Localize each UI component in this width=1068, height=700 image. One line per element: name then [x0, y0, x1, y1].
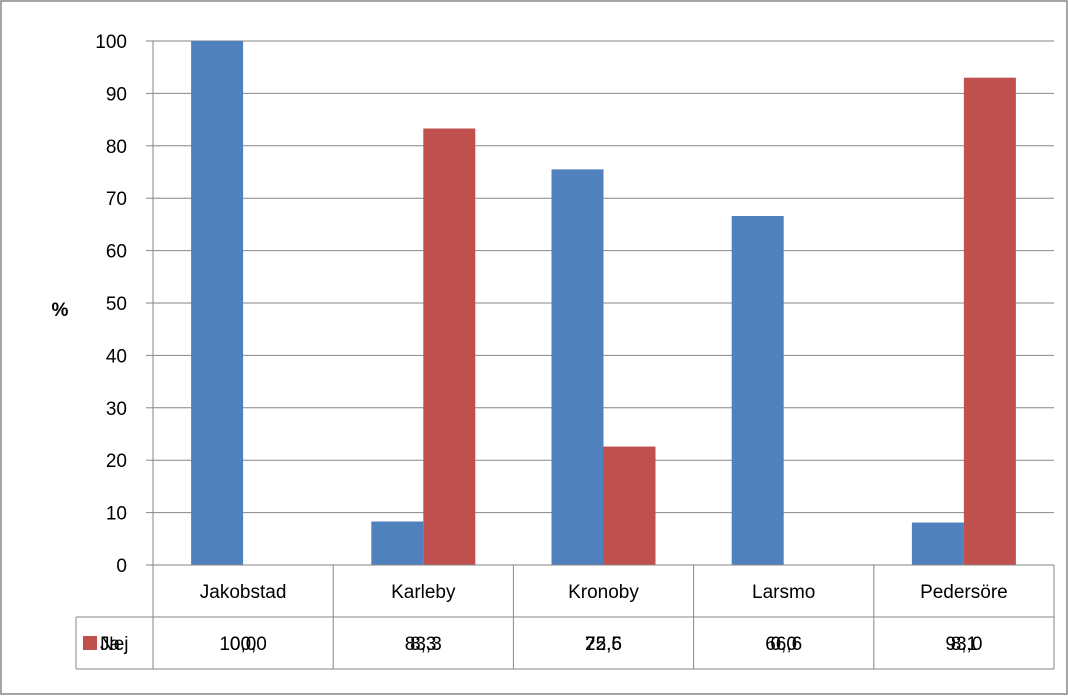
data-table-value: 75,5	[585, 634, 622, 655]
y-tick-label: 30	[106, 399, 127, 420]
y-tick-label: 10	[106, 504, 127, 525]
data-table: Jakobstad Karleby Kronoby Larsmo Pedersöre Ja…	[75, 564, 1055, 670]
data-table-value: 22,6	[585, 634, 622, 655]
y-tick-label: 90	[106, 84, 127, 105]
x-category-label: Kronoby	[568, 582, 639, 603]
legend-series-label: Nej	[100, 634, 129, 655]
legend-key-nej	[83, 636, 97, 650]
data-table-value: 0,0	[230, 634, 256, 655]
data-table-value: 8,3	[410, 634, 436, 655]
bar-ja-1	[371, 521, 424, 565]
y-tick-label: 70	[106, 189, 127, 210]
x-category-label: Jakobstad	[200, 582, 287, 603]
data-table-value: 0,0	[770, 634, 796, 655]
bars	[191, 41, 1016, 566]
x-category-label: Pedersöre	[920, 582, 1008, 603]
y-tick-label: 20	[106, 451, 127, 472]
data-table-value: 93,0	[945, 634, 982, 655]
y-tick-label: 80	[106, 137, 127, 158]
y-tick-label: 50	[106, 294, 127, 315]
y-tick-label: 100	[95, 32, 127, 53]
data-table-value: 83,3	[405, 634, 442, 655]
data-table-value: 66,6	[765, 634, 802, 655]
bar-nej-2	[603, 446, 656, 565]
axes: 0 10 20 30 40 50 60 70 80 90 100	[95, 32, 154, 669]
bar-nej-1	[423, 128, 476, 565]
y-tick-label: 40	[106, 346, 127, 367]
y-axis-title: %	[52, 300, 69, 321]
data-table-value: 8,1	[951, 634, 977, 655]
bar-nej-4	[963, 77, 1016, 566]
data-table-value: 100,0	[219, 634, 267, 655]
y-tick-label: 60	[106, 242, 127, 263]
legend-series-label: Ja	[100, 634, 121, 655]
bar-ja-3	[731, 216, 784, 566]
y-tick-label: 0	[116, 556, 127, 577]
x-category-label: Larsmo	[752, 582, 815, 603]
bar-ja-0	[191, 41, 244, 565]
x-category-label: Karleby	[391, 582, 456, 603]
bar-ja-2	[551, 169, 604, 565]
bar-ja-4	[911, 522, 964, 565]
